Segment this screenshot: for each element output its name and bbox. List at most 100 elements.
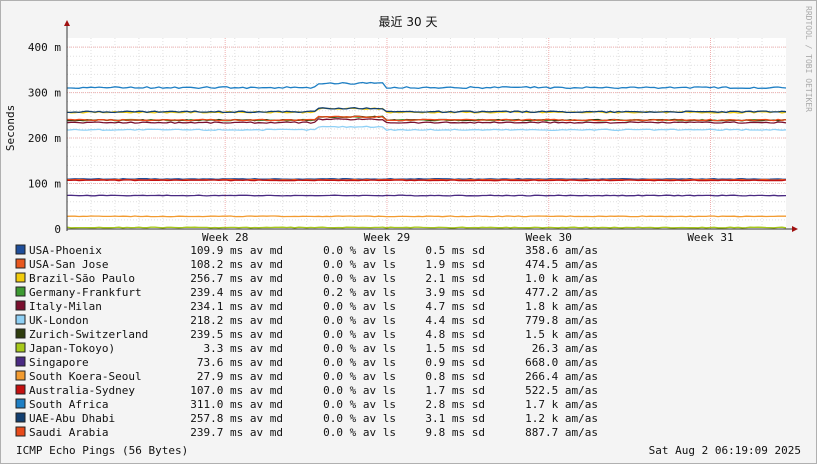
- legend-stat: 668.0 am/as: [525, 356, 598, 369]
- legend-stat: 474.5 am/as: [525, 258, 598, 271]
- legend-stat: 0.2 % av ls: [323, 286, 396, 299]
- series-line: [67, 179, 787, 182]
- legend-stat: 218.2 ms av md: [190, 314, 283, 327]
- legend-series-name: Brazil-São Paulo: [29, 272, 135, 285]
- legend-stat: 0.0 % av ls: [323, 426, 396, 439]
- legend-swatch: [15, 426, 26, 437]
- legend-swatch: [15, 342, 26, 353]
- legend-swatch: [15, 412, 26, 423]
- legend: USA-Phoenix 109.9 ms av md 0.0 % av ls 0.5 …: [15, 244, 598, 439]
- legend-stat: 779.8 am/as: [525, 314, 598, 327]
- legend-stat: 0.0 % av ls: [323, 370, 396, 383]
- legend-stat: 3.9 ms sd: [425, 286, 485, 299]
- series-line: [66, 215, 786, 218]
- legend-stat: 108.2 ms av md: [190, 258, 283, 271]
- legend-series-name: UK-London: [29, 314, 89, 327]
- legend-swatch: [15, 328, 26, 339]
- legend-stat: 477.2 am/as: [525, 286, 598, 299]
- legend-stat: 0.0 % av ls: [323, 342, 396, 355]
- legend-stat: 4.7 ms sd: [425, 300, 485, 313]
- legend-stat: 0.0 % av ls: [323, 258, 396, 271]
- legend-stat: 1.9 ms sd: [425, 258, 485, 271]
- legend-stat: 1.2 k am/as: [525, 412, 598, 425]
- legend-swatch: [15, 398, 26, 409]
- plot-area: [66, 81, 787, 229]
- legend-stat: 0.0 % av ls: [323, 398, 396, 411]
- legend-series-name: Italy-Milan: [29, 300, 102, 313]
- grid: [67, 38, 786, 230]
- y-tick-label: 300 m: [28, 87, 61, 100]
- series-line: [66, 118, 787, 124]
- legend-series-name: South Africa: [29, 398, 108, 411]
- legend-swatch: [15, 384, 26, 395]
- legend-series-name: Australia-Sydney: [29, 384, 135, 397]
- legend-stat: 0.5 ms sd: [425, 244, 485, 257]
- legend-stat: 239.4 ms av md: [190, 286, 283, 299]
- series-line: [66, 194, 787, 197]
- legend-stat: 266.4 am/as: [525, 370, 598, 383]
- legend-stat: 358.6 am/as: [525, 244, 598, 257]
- x-tick-label: Week 30: [526, 231, 572, 244]
- legend-swatch: [15, 356, 26, 367]
- legend-series-name: UAE-Abu Dhabi: [29, 412, 115, 425]
- series-line: [67, 81, 787, 90]
- legend-stat: 1.7 ms sd: [425, 384, 485, 397]
- legend-stat: 107.0 ms av md: [190, 384, 283, 397]
- legend-series-name: USA-Phoenix: [29, 244, 102, 257]
- legend-stat: 256.7 ms av md: [190, 272, 283, 285]
- legend-swatch: [15, 370, 26, 381]
- legend-series-name: Saudi Arabia: [29, 426, 108, 439]
- legend-stat: 109.9 ms av md: [190, 244, 283, 257]
- x-tick-label: Week 28: [202, 231, 248, 244]
- x-tick-label: Week 31: [687, 231, 733, 244]
- series-line: [67, 115, 787, 122]
- legend-series-name: Zurich-Switzerland: [29, 328, 148, 341]
- legend-stat: 1.5 ms sd: [425, 342, 485, 355]
- legend-stat: 0.0 % av ls: [323, 412, 396, 425]
- series-line: [66, 226, 787, 229]
- x-tick-label: Week 29: [364, 231, 410, 244]
- legend-stat: 239.7 ms av md: [190, 426, 283, 439]
- x-axis-arrow: [792, 226, 798, 232]
- legend-stat: 0.0 % av ls: [323, 314, 396, 327]
- footer-right: Sat Aug 2 06:19:09 2025: [649, 444, 801, 457]
- legend-stat: 0.0 % av ls: [323, 272, 396, 285]
- legend-stat: 73.6 ms av md: [197, 356, 283, 369]
- legend-swatch: [15, 314, 26, 325]
- legend-stat: 0.8 ms sd: [425, 370, 485, 383]
- legend-stat: 4.8 ms sd: [425, 328, 485, 341]
- legend-series-name: South Koera-Seoul: [29, 370, 142, 383]
- legend-stat: 2.1 ms sd: [425, 272, 485, 285]
- legend-swatch: [15, 258, 26, 269]
- legend-stat: 0.0 % av ls: [323, 244, 396, 257]
- legend-stat: 3.1 ms sd: [425, 412, 485, 425]
- legend-stat: 2.8 ms sd: [425, 398, 485, 411]
- legend-stat: 0.9 ms sd: [425, 356, 485, 369]
- y-axis-label: Seconds: [4, 105, 17, 151]
- legend-stat: 234.1 ms av md: [190, 300, 283, 313]
- series-line: [67, 107, 787, 114]
- y-tick-label: 0: [54, 223, 61, 236]
- legend-stat: 0.0 % av ls: [323, 300, 396, 313]
- legend-swatch: [15, 272, 26, 283]
- legend-stat: 239.5 ms av md: [190, 328, 283, 341]
- legend-swatch: [15, 244, 26, 255]
- legend-stat: 4.4 ms sd: [425, 314, 485, 327]
- series-line: [66, 125, 787, 132]
- legend-stat: 1.5 k am/as: [525, 328, 598, 341]
- legend-stat: 0.0 % av ls: [323, 384, 396, 397]
- y-tick-label: 400 m: [28, 41, 61, 54]
- chart-title: 最近 30 天: [379, 15, 438, 29]
- legend-stat: 1.7 k am/as: [525, 398, 598, 411]
- y-tick-label: 100 m: [28, 178, 61, 191]
- legend-stat: 26.3 am/as: [532, 342, 598, 355]
- legend-stat: 0.0 % av ls: [323, 356, 396, 369]
- legend-stat: 522.5 am/as: [525, 384, 598, 397]
- y-axis-arrow: [64, 20, 70, 26]
- y-tick-label: 200 m: [28, 132, 61, 145]
- legend-series-name: Singapore: [29, 356, 89, 369]
- legend-stat: 0.0 % av ls: [323, 328, 396, 341]
- legend-swatch: [15, 286, 26, 297]
- legend-stat: 3.3 ms av md: [204, 342, 283, 355]
